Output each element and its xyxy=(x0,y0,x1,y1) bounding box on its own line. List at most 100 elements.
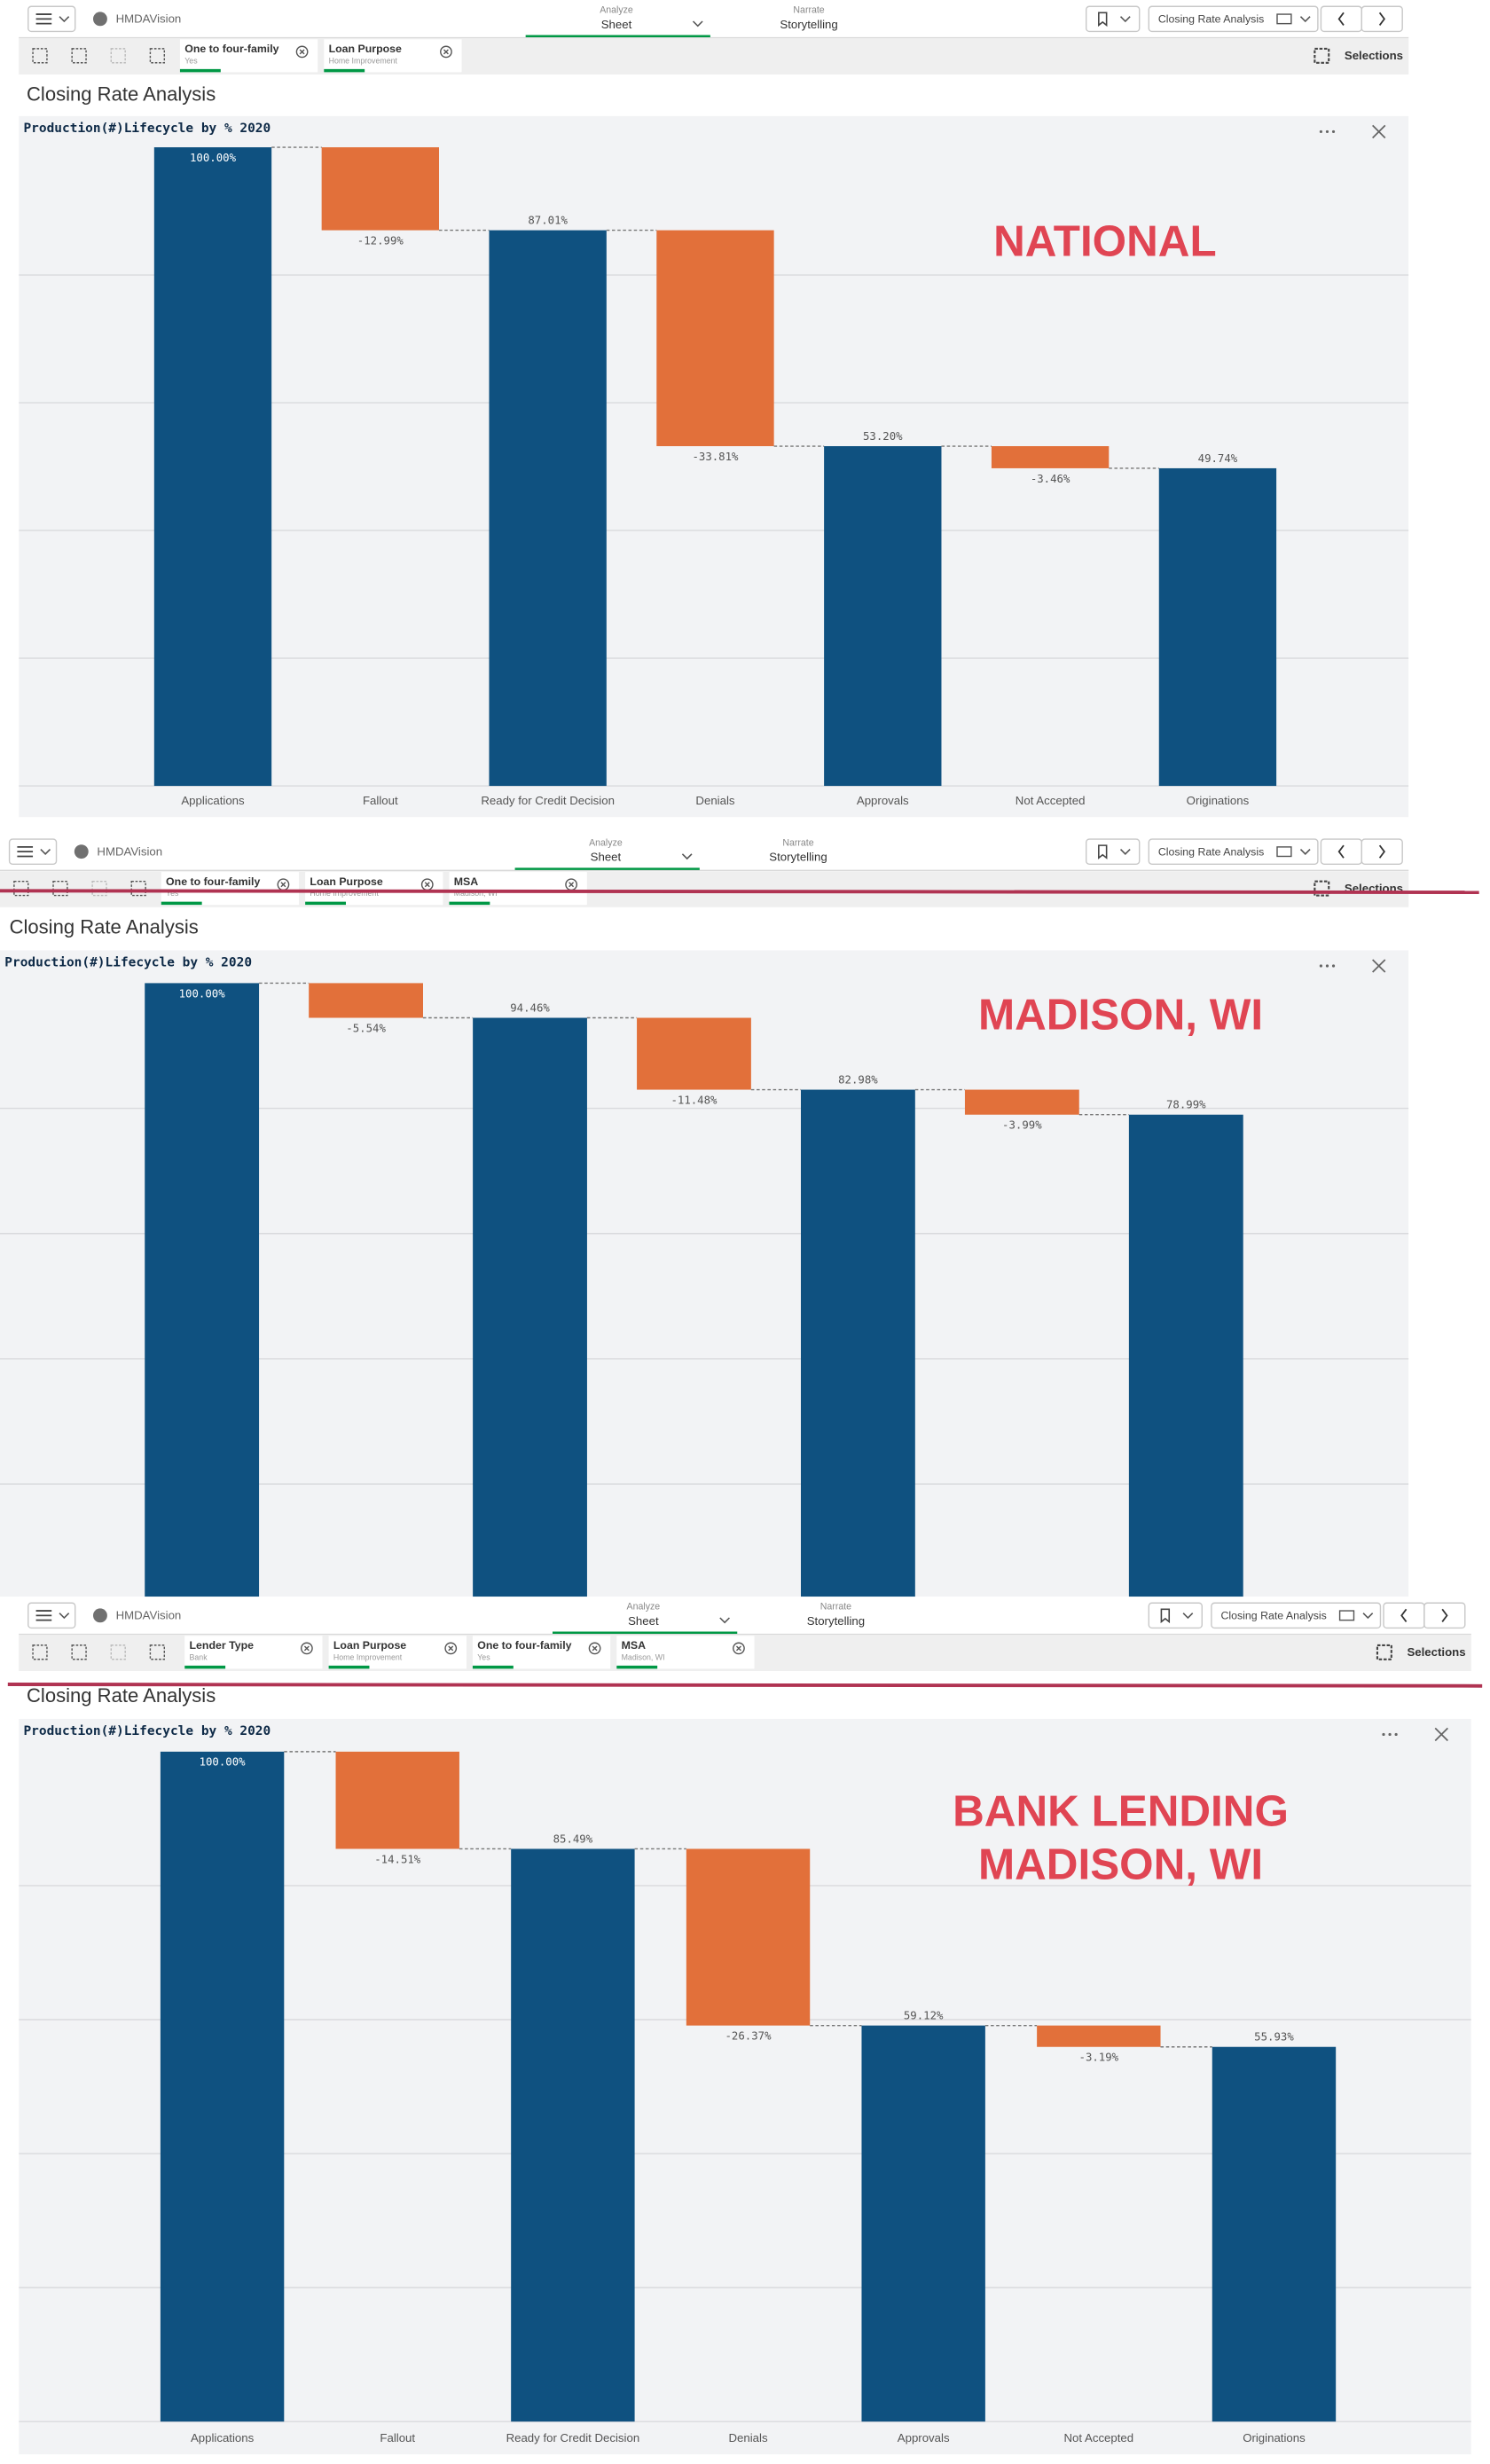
mode-value[interactable]: Sheet xyxy=(628,1614,659,1628)
value-label: 94.46% xyxy=(510,1001,550,1014)
annotation: NATIONAL xyxy=(993,217,1217,266)
value-label: 78.99% xyxy=(1166,1099,1206,1111)
mode-value[interactable]: Storytelling xyxy=(769,851,827,864)
selections-label[interactable]: Selections xyxy=(1345,49,1403,62)
more-icon-dot[interactable] xyxy=(1331,129,1336,133)
nav-button[interactable] xyxy=(1361,5,1403,33)
nav-arrow xyxy=(1400,1608,1408,1622)
selection-chip[interactable] xyxy=(305,872,443,906)
more-icon-dot[interactable] xyxy=(1382,1732,1385,1737)
app-icon xyxy=(93,1608,107,1623)
chart: Production(#)Lifecycle by % 2020 BANK LEN… xyxy=(19,1718,1471,2455)
clear-selection-button[interactable] xyxy=(733,1642,745,1655)
sheet-dropdown[interactable] xyxy=(1148,838,1319,866)
sheet-dropdown[interactable] xyxy=(1211,1602,1382,1629)
x-tick-label: Ready for Credit Decision xyxy=(506,2431,640,2444)
selection-tool-icon[interactable] xyxy=(13,881,29,897)
selection-field: Loan Purpose xyxy=(310,875,382,888)
bookmark-icon xyxy=(1160,1608,1171,1624)
selections-icon[interactable] xyxy=(1314,880,1330,897)
sheet-dropdown[interactable] xyxy=(1148,5,1319,33)
mode-label: Narrate xyxy=(793,4,824,15)
selection-chip[interactable] xyxy=(161,872,300,906)
nav-button[interactable] xyxy=(1320,5,1362,33)
selection-tool-icon[interactable] xyxy=(71,48,87,64)
chart: Production(#)Lifecycle by % 2020 NATIONAL… xyxy=(19,115,1409,818)
annotation: BANK LENDING xyxy=(953,1787,1289,1836)
selection-tool-icon[interactable] xyxy=(32,48,48,64)
close-icon[interactable] xyxy=(1372,959,1386,973)
sheet-panel: HMDAVision Analyze Sheet Narrate Storytellin… xyxy=(0,833,1479,938)
selection-tool-icon[interactable] xyxy=(149,1644,165,1660)
value-label: 100.00% xyxy=(179,987,226,1000)
selection-chip[interactable] xyxy=(449,872,587,906)
selection-value: Bank xyxy=(190,1652,208,1661)
value-label: -3.99% xyxy=(1002,1119,1042,1132)
annotation-red-line xyxy=(0,889,1479,894)
clear-selection-button[interactable] xyxy=(301,1642,313,1655)
selection-tool-icon[interactable] xyxy=(130,881,146,897)
clear-selection-button[interactable] xyxy=(295,45,309,59)
close-icon[interactable] xyxy=(1434,1727,1448,1742)
nav-button[interactable] xyxy=(1361,838,1403,866)
selection-chip[interactable] xyxy=(472,1636,611,1669)
selection-tool-icon[interactable] xyxy=(110,48,126,64)
selection-tool-icon[interactable] xyxy=(52,881,68,897)
decrease-bar xyxy=(686,1848,811,2026)
mode-value[interactable]: Sheet xyxy=(591,851,622,864)
selections-icon[interactable] xyxy=(1314,47,1330,64)
value-label: 87.01% xyxy=(528,214,568,226)
selection-chip[interactable] xyxy=(616,1636,755,1669)
sheet-name: Closing Rate Analysis xyxy=(1220,1610,1326,1622)
more-icon-dot[interactable] xyxy=(1319,964,1322,968)
nav-button[interactable] xyxy=(1320,838,1362,866)
mode-value[interactable]: Storytelling xyxy=(807,1614,865,1628)
more-icon-dot[interactable] xyxy=(1319,129,1322,133)
mode-label: Narrate xyxy=(782,837,813,848)
more-icon-dot[interactable] xyxy=(1388,1732,1392,1737)
selection-chip[interactable] xyxy=(184,1636,323,1669)
clear-selection-button[interactable] xyxy=(440,45,452,59)
clear-selection-button[interactable] xyxy=(588,1642,601,1655)
annotation: MADISON, WI xyxy=(978,1840,1263,1889)
selection-value: Home Improvement xyxy=(329,56,398,65)
decrease-bar xyxy=(1037,2025,1161,2047)
clear-selection-button[interactable] xyxy=(444,1642,458,1655)
total-bar xyxy=(489,230,607,787)
decrease-bar xyxy=(637,1017,751,1090)
selection-tool-icon[interactable] xyxy=(149,48,165,64)
more-icon-dot[interactable] xyxy=(1325,964,1329,968)
selection-chip[interactable] xyxy=(328,1636,467,1669)
bookmark-button[interactable] xyxy=(1086,5,1141,33)
selection-field: One to four-family xyxy=(477,1639,571,1652)
close-icon[interactable] xyxy=(1372,124,1386,139)
x-tick-label: Approvals xyxy=(857,794,909,807)
selections-label[interactable]: Selections xyxy=(1407,1645,1465,1659)
bookmark-button[interactable] xyxy=(1086,838,1141,866)
selection-tool-icon[interactable] xyxy=(71,1644,87,1660)
mode-label: Analyze xyxy=(600,4,633,15)
nav-button[interactable] xyxy=(1423,1602,1466,1629)
mode-value[interactable]: Storytelling xyxy=(780,18,837,31)
more-icon-dot[interactable] xyxy=(1394,1732,1398,1737)
decrease-bar xyxy=(991,446,1110,468)
selection-tool-icon[interactable] xyxy=(32,1644,48,1660)
more-icon-dot[interactable] xyxy=(1325,129,1329,133)
selection-field: One to four-family xyxy=(184,43,278,55)
selection-chip[interactable] xyxy=(324,39,462,73)
mode-value[interactable]: Sheet xyxy=(601,18,632,31)
bookmark-button[interactable] xyxy=(1148,1602,1203,1629)
selection-tool-icon[interactable] xyxy=(91,881,107,897)
nav-arrow xyxy=(1378,12,1385,26)
sheet-icon xyxy=(1276,846,1292,858)
more-icon-dot[interactable] xyxy=(1331,964,1336,968)
selection-value: Yes xyxy=(184,56,198,65)
selections-icon[interactable] xyxy=(1376,1644,1392,1660)
clear-selection-icon xyxy=(280,882,286,888)
selection-value: Home Improvement xyxy=(310,889,379,898)
selection-tool-icon[interactable] xyxy=(110,1644,126,1660)
selection-chip[interactable] xyxy=(179,39,318,73)
nav-arrow xyxy=(1378,844,1385,859)
x-tick-label: Ready for Credit Decision xyxy=(481,794,615,807)
nav-button[interactable] xyxy=(1383,1602,1425,1629)
